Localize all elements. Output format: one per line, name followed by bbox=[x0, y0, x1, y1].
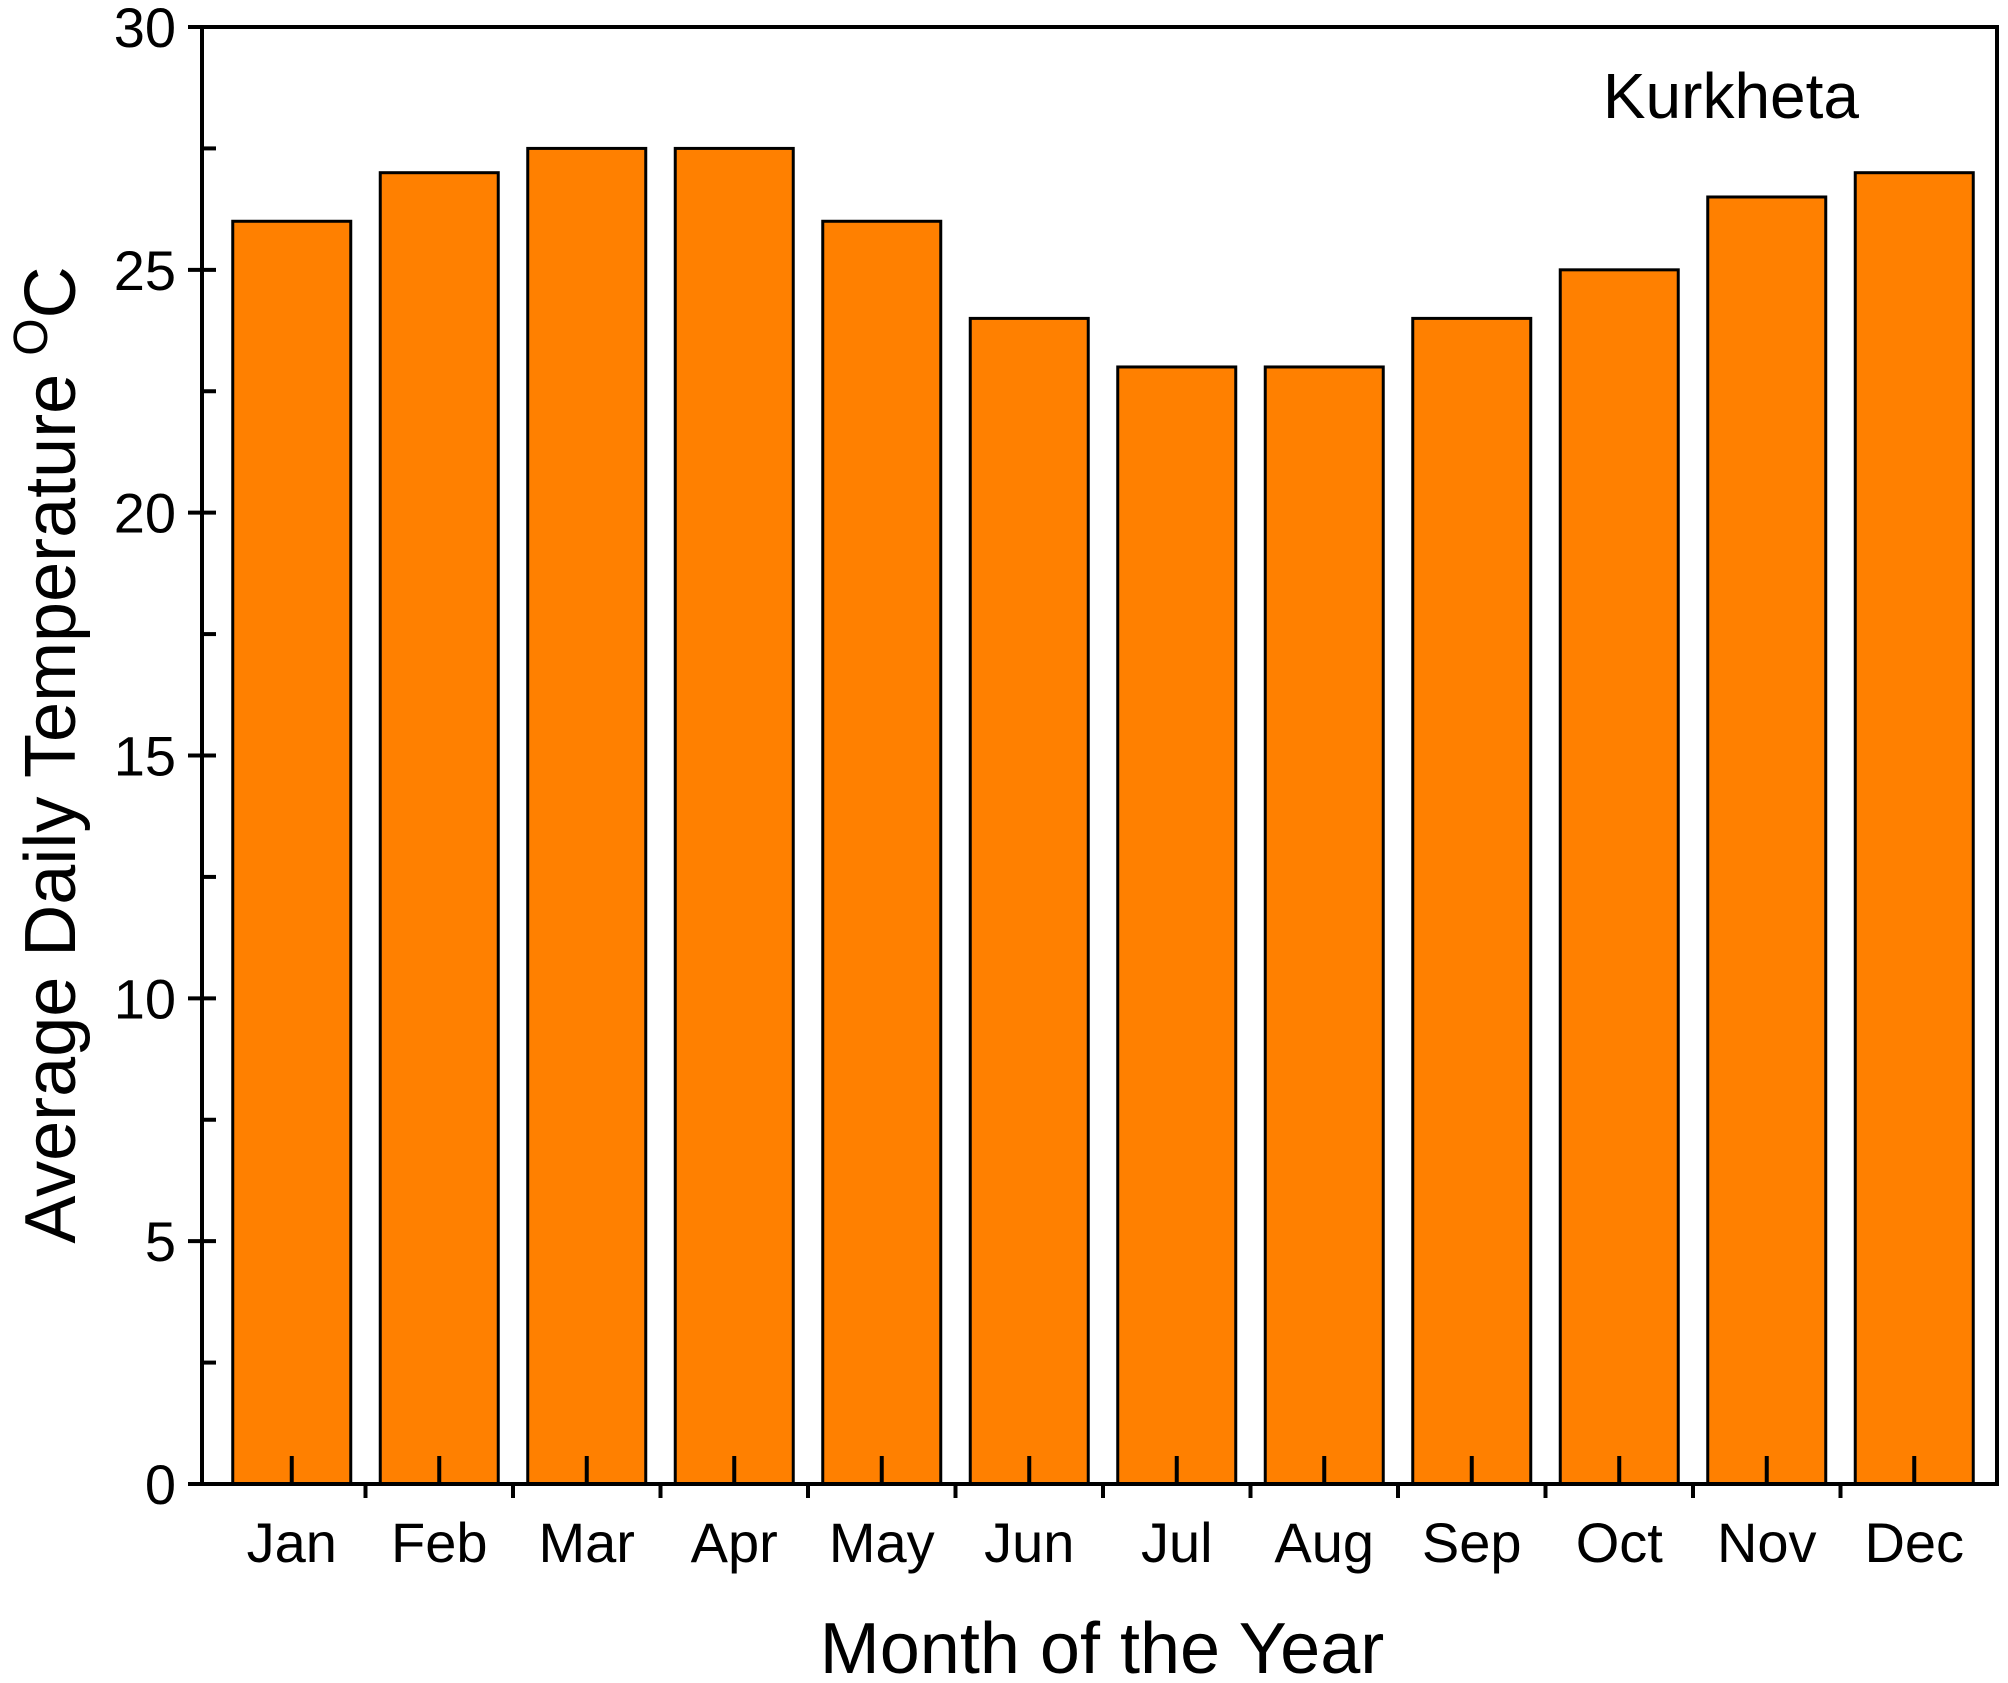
y-tick-label: 5 bbox=[145, 1210, 176, 1273]
bar-jan bbox=[231, 219, 353, 1486]
x-tick-label: Dec bbox=[1864, 1511, 1964, 1574]
chart-annotation: Kurkheta bbox=[1603, 60, 1860, 132]
y-tick-label: 0 bbox=[145, 1453, 176, 1516]
x-tick-label: Nov bbox=[1717, 1511, 1817, 1574]
x-tick-label: Jul bbox=[1141, 1511, 1213, 1574]
bar-apr bbox=[673, 146, 795, 1486]
x-tick-label: Oct bbox=[1576, 1511, 1664, 1574]
x-tick-label: Sep bbox=[1422, 1511, 1522, 1574]
bar-aug bbox=[1263, 365, 1385, 1486]
bar-sep bbox=[1411, 316, 1533, 1486]
y-tick-label: 30 bbox=[114, 0, 176, 59]
bar-jun bbox=[968, 316, 1090, 1486]
plot-frame bbox=[200, 25, 1999, 1486]
x-tick-label: Jan bbox=[247, 1511, 337, 1574]
bar-nov bbox=[1706, 195, 1828, 1486]
y-axis-title-text: Average Daily Temperature bbox=[11, 374, 91, 1244]
bar-dec bbox=[1853, 171, 1975, 1486]
x-tick-label: May bbox=[829, 1511, 935, 1574]
bar-feb bbox=[378, 171, 500, 1486]
x-tick-label: Aug bbox=[1274, 1511, 1374, 1574]
x-tick-label: Mar bbox=[539, 1511, 635, 1574]
y-axis-title-unit-sup: O bbox=[5, 318, 58, 355]
y-tick-label: 10 bbox=[114, 967, 176, 1030]
bar-jul bbox=[1116, 365, 1238, 1486]
bar-may bbox=[821, 219, 943, 1486]
x-tick-label: Apr bbox=[691, 1511, 778, 1574]
bar-mar bbox=[526, 146, 648, 1486]
bars-group bbox=[231, 146, 1975, 1486]
y-axis-title-unit: C bbox=[11, 266, 91, 318]
bar-oct bbox=[1558, 268, 1680, 1486]
x-axis-title: Month of the Year bbox=[820, 1609, 1384, 1683]
x-tick-label: Jun bbox=[984, 1511, 1074, 1574]
y-tick-label: 25 bbox=[114, 239, 176, 302]
y-tick-label: 20 bbox=[114, 482, 176, 545]
x-axis-ticks: Jan Feb Mar Apr May Jun Jul Aug Sep Oct Nov Dec bbox=[247, 1456, 1964, 1574]
y-tick-label: 15 bbox=[114, 725, 176, 788]
x-tick-label: Feb bbox=[391, 1511, 488, 1574]
y-axis-title: Average Daily Temperature OC bbox=[5, 266, 91, 1243]
